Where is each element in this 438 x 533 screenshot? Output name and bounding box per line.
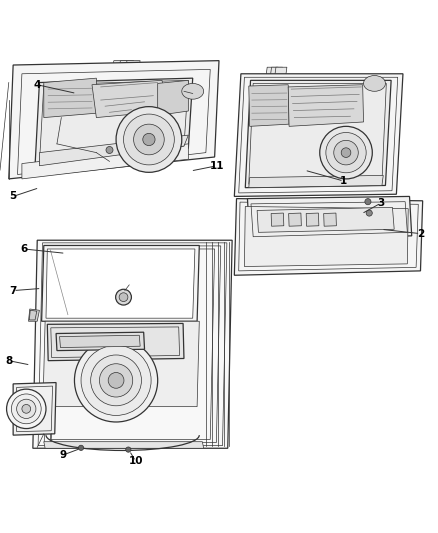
- Polygon shape: [272, 67, 287, 100]
- Polygon shape: [33, 240, 232, 448]
- Ellipse shape: [91, 355, 141, 406]
- Ellipse shape: [126, 447, 131, 452]
- Polygon shape: [118, 61, 140, 100]
- Ellipse shape: [364, 76, 385, 91]
- Polygon shape: [35, 78, 193, 166]
- Polygon shape: [92, 80, 166, 118]
- Ellipse shape: [78, 445, 84, 450]
- Text: 8: 8: [5, 356, 12, 366]
- Ellipse shape: [7, 389, 46, 429]
- Ellipse shape: [17, 399, 36, 418]
- Ellipse shape: [74, 339, 158, 422]
- Polygon shape: [39, 135, 188, 166]
- Ellipse shape: [124, 114, 174, 165]
- Polygon shape: [9, 61, 219, 179]
- Polygon shape: [56, 332, 145, 351]
- Ellipse shape: [134, 124, 164, 155]
- Polygon shape: [112, 61, 134, 100]
- Ellipse shape: [119, 293, 128, 302]
- Polygon shape: [234, 74, 403, 197]
- Polygon shape: [13, 383, 56, 435]
- Ellipse shape: [11, 394, 41, 424]
- Polygon shape: [44, 78, 96, 118]
- Text: 4: 4: [34, 80, 41, 90]
- Polygon shape: [245, 80, 391, 188]
- Ellipse shape: [99, 364, 133, 397]
- Polygon shape: [249, 85, 289, 126]
- Ellipse shape: [326, 133, 366, 173]
- Polygon shape: [44, 442, 204, 448]
- Polygon shape: [28, 309, 39, 321]
- Polygon shape: [249, 175, 383, 188]
- Polygon shape: [263, 67, 278, 100]
- Polygon shape: [158, 80, 188, 115]
- Polygon shape: [22, 144, 188, 179]
- Text: 7: 7: [10, 286, 17, 296]
- Polygon shape: [306, 213, 319, 226]
- Text: 6: 6: [21, 244, 28, 254]
- Polygon shape: [43, 321, 199, 407]
- Polygon shape: [267, 67, 283, 100]
- Ellipse shape: [365, 199, 371, 205]
- Text: 9: 9: [60, 450, 67, 460]
- Ellipse shape: [366, 210, 372, 216]
- Polygon shape: [42, 246, 199, 321]
- Text: 10: 10: [128, 456, 143, 466]
- Ellipse shape: [182, 84, 204, 99]
- Text: 2: 2: [417, 229, 424, 239]
- Polygon shape: [60, 335, 140, 348]
- Ellipse shape: [81, 345, 151, 415]
- Text: 3: 3: [378, 198, 385, 208]
- Ellipse shape: [116, 289, 131, 305]
- Ellipse shape: [106, 147, 113, 154]
- Ellipse shape: [116, 107, 182, 172]
- Polygon shape: [47, 324, 184, 361]
- Text: 11: 11: [209, 161, 224, 171]
- Polygon shape: [234, 199, 423, 275]
- Ellipse shape: [143, 133, 155, 146]
- Polygon shape: [271, 213, 284, 226]
- Text: 5: 5: [10, 191, 17, 201]
- Polygon shape: [324, 213, 336, 226]
- Polygon shape: [247, 197, 412, 240]
- Ellipse shape: [108, 373, 124, 388]
- Polygon shape: [46, 249, 195, 318]
- Polygon shape: [289, 213, 301, 226]
- Polygon shape: [105, 61, 127, 100]
- Ellipse shape: [334, 140, 358, 165]
- Polygon shape: [288, 85, 364, 126]
- Polygon shape: [257, 207, 394, 232]
- Polygon shape: [244, 206, 408, 266]
- Ellipse shape: [320, 126, 372, 179]
- Text: 1: 1: [340, 176, 347, 186]
- Ellipse shape: [22, 405, 31, 413]
- Ellipse shape: [341, 148, 351, 157]
